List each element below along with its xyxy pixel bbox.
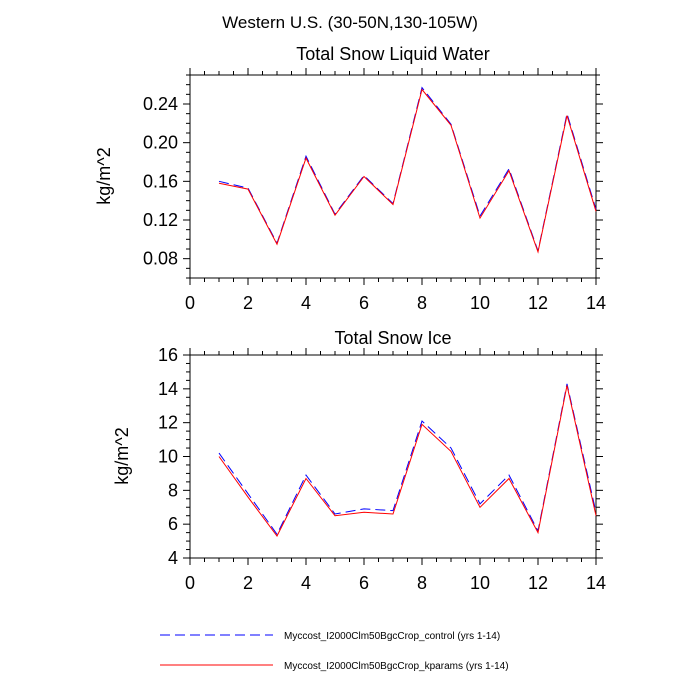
- x-tick-label: 2: [243, 293, 253, 313]
- y-tick-label: 0.24: [143, 94, 178, 114]
- y-tick-label: 0.20: [143, 133, 178, 153]
- y-axis-label: kg/m^2: [94, 147, 114, 204]
- y-tick-labels: 0.08 0.12 0.16 0.20 0.24: [143, 94, 178, 269]
- panel-snow-liquid-water: Total Snow Liquid Water kg/m^2 0.080.120…: [94, 44, 606, 313]
- plot-frame: [189, 74, 597, 279]
- series-lines: [218, 86, 597, 254]
- x-tick-label: 10: [470, 573, 490, 593]
- y-tick-labels: 4 6 8 10 12 14 16: [158, 345, 178, 568]
- series-line-kparams: [218, 88, 597, 254]
- y-tick-label: 8: [168, 480, 178, 500]
- legend-label-control: Myccost_I2000Clm50BgcCrop_control (yrs 1…: [284, 631, 500, 642]
- x-tick-labels: 0 2 4 6 8 10 12 14: [185, 293, 606, 313]
- legend-label-kparams: Myccost_I2000Clm50BgcCrop_kparams (yrs 1…: [284, 661, 509, 672]
- legend-entry-control: Myccost_I2000Clm50BgcCrop_control (yrs 1…: [160, 631, 500, 642]
- y-tick-label: 4: [168, 548, 178, 568]
- y-tick-label: 0.12: [143, 210, 178, 230]
- y-tick-label: 14: [158, 379, 178, 399]
- x-tick-label: 4: [301, 293, 311, 313]
- x-tick-label: 0: [185, 573, 195, 593]
- panel-title: Total Snow Liquid Water: [296, 44, 489, 64]
- series-lines: [218, 383, 597, 537]
- panel-title: Total Snow Ice: [334, 328, 451, 348]
- x-tick-label: 8: [417, 573, 427, 593]
- main-title: Western U.S. (30-50N,130-105W): [222, 13, 478, 32]
- series-line-kparams: [218, 385, 597, 537]
- x-tick-labels: 0 2 4 6 8 10 12 14: [185, 573, 606, 593]
- y-tick-label: 0.16: [143, 171, 178, 191]
- x-tick-label: 6: [359, 573, 369, 593]
- panel-snow-ice: Total Snow Ice kg/m^2 4 6 8 10 12 14 16 0 2 4 6 8 1…: [112, 328, 606, 593]
- y-tick-label: 10: [158, 447, 178, 467]
- x-tick-label: 14: [586, 573, 606, 593]
- x-tick-label: 8: [417, 293, 427, 313]
- x-tick-label: 2: [243, 573, 253, 593]
- x-tick-label: 14: [586, 293, 606, 313]
- y-axis-label: kg/m^2: [112, 427, 132, 484]
- x-tick-label: 4: [301, 573, 311, 593]
- x-tick-label: 12: [528, 573, 548, 593]
- y-tick-label: 16: [158, 345, 178, 365]
- x-tick-label: 12: [528, 293, 548, 313]
- y-tick-label: 0.08: [143, 249, 178, 269]
- x-tick-label: 6: [359, 293, 369, 313]
- series-line-control: [218, 383, 597, 536]
- legend-entry-kparams: Myccost_I2000Clm50BgcCrop_kparams (yrs 1…: [160, 661, 509, 672]
- x-tick-label: 0: [185, 293, 195, 313]
- tick-marks: [183, 68, 603, 285]
- y-tick-label: 12: [158, 413, 178, 433]
- tick-marks: [183, 348, 603, 565]
- legend: Myccost_I2000Clm50BgcCrop_control (yrs 1…: [160, 631, 509, 672]
- y-tick-label: 6: [168, 514, 178, 534]
- x-tick-label: 10: [470, 293, 490, 313]
- series-line-control: [218, 86, 597, 253]
